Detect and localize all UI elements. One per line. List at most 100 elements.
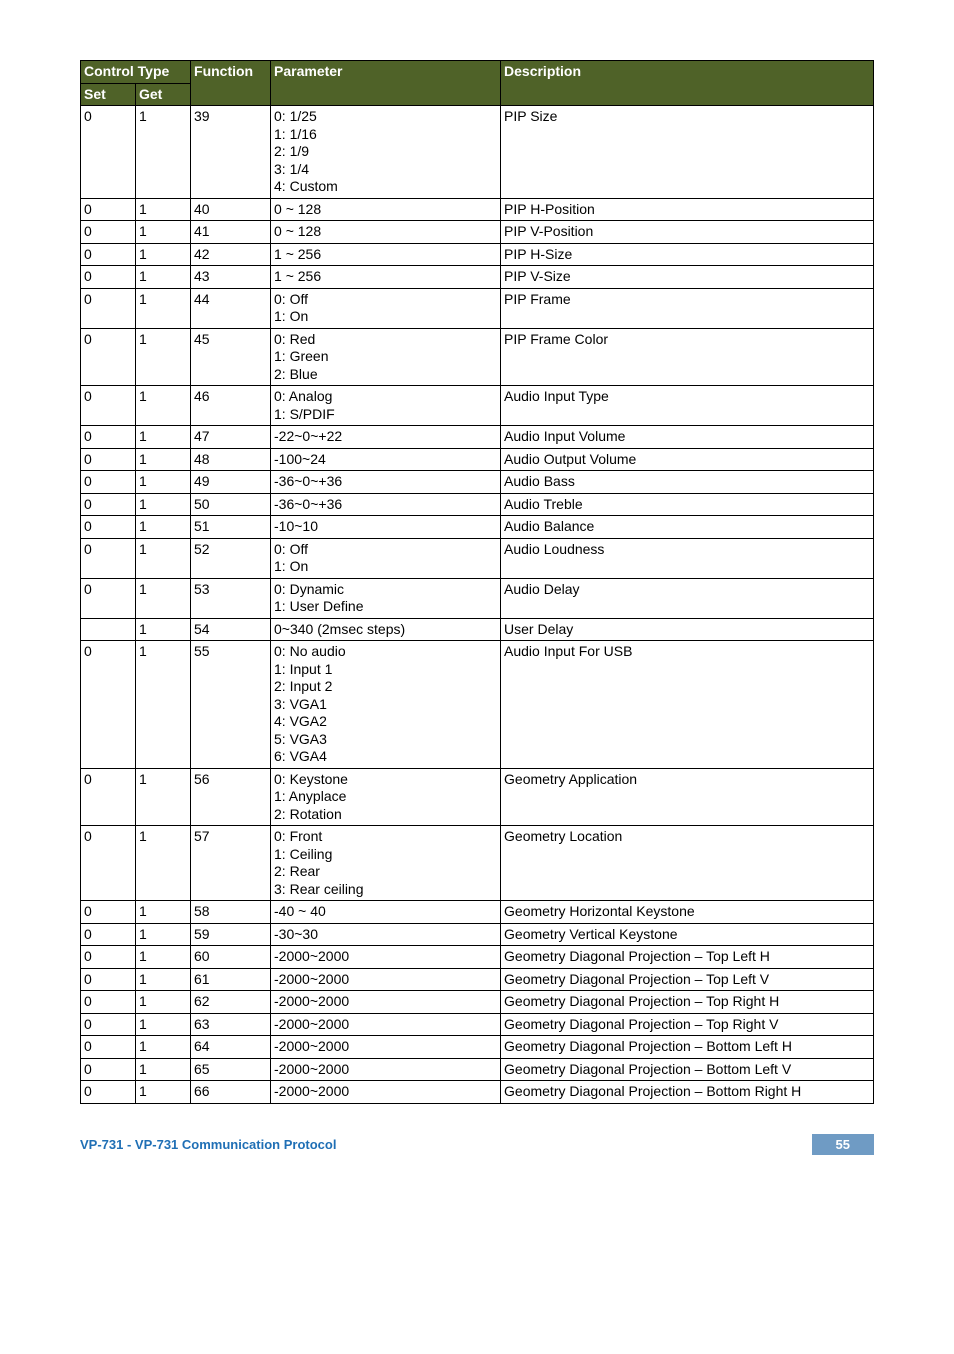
table-row: 01400 ~ 128PIP H-Position: [81, 198, 874, 221]
cell-desc: Geometry Vertical Keystone: [501, 923, 874, 946]
cell-get: 1: [136, 538, 191, 578]
cell-get: 1: [136, 618, 191, 641]
cell-get: 1: [136, 288, 191, 328]
table-row: 1540~340 (2msec steps)User Delay: [81, 618, 874, 641]
cell-param: 0: Off 1: On: [271, 288, 501, 328]
cell-get: 1: [136, 1013, 191, 1036]
cell-set: 0: [81, 1013, 136, 1036]
cell-param: 0 ~ 128: [271, 198, 501, 221]
cell-set: 0: [81, 448, 136, 471]
table-row: 0160-2000~2000Geometry Diagonal Projecti…: [81, 946, 874, 969]
cell-set: 0: [81, 386, 136, 426]
cell-get: 1: [136, 516, 191, 539]
cell-get: 1: [136, 641, 191, 769]
table-row: 01440: Off 1: OnPIP Frame: [81, 288, 874, 328]
protocol-table: Control Type Function Parameter Descript…: [80, 60, 874, 1104]
th-get: Get: [136, 83, 191, 106]
cell-set: 0: [81, 946, 136, 969]
cell-set: 0: [81, 826, 136, 901]
cell-desc: Audio Treble: [501, 493, 874, 516]
cell-get: 1: [136, 328, 191, 386]
cell-get: 1: [136, 901, 191, 924]
cell-param: 0: Keystone 1: Anyplace 2: Rotation: [271, 768, 501, 826]
cell-desc: Geometry Diagonal Projection – Bottom Le…: [501, 1036, 874, 1059]
table-row: 01560: Keystone 1: Anyplace 2: RotationG…: [81, 768, 874, 826]
cell-get: 1: [136, 266, 191, 289]
cell-get: 1: [136, 221, 191, 244]
cell-set: 0: [81, 991, 136, 1014]
cell-func: 49: [191, 471, 271, 494]
cell-get: 1: [136, 991, 191, 1014]
cell-param: -2000~2000: [271, 946, 501, 969]
cell-param: 0: No audio 1: Input 1 2: Input 2 3: VGA…: [271, 641, 501, 769]
cell-set: [81, 618, 136, 641]
cell-get: 1: [136, 923, 191, 946]
table-row: 0149-36~0~+36Audio Bass: [81, 471, 874, 494]
table-row: 01410 ~ 128PIP V-Position: [81, 221, 874, 244]
cell-get: 1: [136, 386, 191, 426]
cell-set: 0: [81, 1036, 136, 1059]
table-row: 0151-10~10Audio Balance: [81, 516, 874, 539]
cell-func: 55: [191, 641, 271, 769]
cell-set: 0: [81, 516, 136, 539]
cell-param: -2000~2000: [271, 991, 501, 1014]
cell-func: 65: [191, 1058, 271, 1081]
cell-desc: Audio Bass: [501, 471, 874, 494]
cell-param: -2000~2000: [271, 968, 501, 991]
cell-get: 1: [136, 578, 191, 618]
cell-param: -2000~2000: [271, 1036, 501, 1059]
cell-set: 0: [81, 968, 136, 991]
cell-set: 0: [81, 1058, 136, 1081]
cell-func: 40: [191, 198, 271, 221]
cell-desc: Geometry Diagonal Projection – Bottom Ri…: [501, 1081, 874, 1104]
cell-set: 0: [81, 578, 136, 618]
cell-func: 56: [191, 768, 271, 826]
cell-get: 1: [136, 1081, 191, 1104]
table-row: 0165-2000~2000Geometry Diagonal Projecti…: [81, 1058, 874, 1081]
cell-func: 44: [191, 288, 271, 328]
cell-param: 0: Red 1: Green 2: Blue: [271, 328, 501, 386]
th-description: Description: [501, 61, 874, 106]
cell-func: 39: [191, 106, 271, 199]
cell-set: 0: [81, 106, 136, 199]
cell-set: 0: [81, 198, 136, 221]
cell-set: 0: [81, 328, 136, 386]
cell-get: 1: [136, 493, 191, 516]
cell-param: 0~340 (2msec steps): [271, 618, 501, 641]
table-row: 01520: Off 1: OnAudio Loudness: [81, 538, 874, 578]
table-row: 0150-36~0~+36Audio Treble: [81, 493, 874, 516]
cell-get: 1: [136, 826, 191, 901]
table-row: 01450: Red 1: Green 2: BluePIP Frame Col…: [81, 328, 874, 386]
cell-func: 53: [191, 578, 271, 618]
cell-desc: Audio Output Volume: [501, 448, 874, 471]
cell-get: 1: [136, 471, 191, 494]
table-row: 0147-22~0~+22Audio Input Volume: [81, 426, 874, 449]
cell-func: 45: [191, 328, 271, 386]
cell-param: -2000~2000: [271, 1081, 501, 1104]
footer-title: VP-731 - VP-731 Communication Protocol: [80, 1137, 336, 1152]
cell-func: 51: [191, 516, 271, 539]
cell-get: 1: [136, 768, 191, 826]
cell-desc: PIP H-Position: [501, 198, 874, 221]
table-row: 0164-2000~2000Geometry Diagonal Projecti…: [81, 1036, 874, 1059]
cell-desc: Audio Balance: [501, 516, 874, 539]
cell-param: 0: Front 1: Ceiling 2: Rear 3: Rear ceil…: [271, 826, 501, 901]
cell-get: 1: [136, 426, 191, 449]
cell-get: 1: [136, 1058, 191, 1081]
cell-set: 0: [81, 923, 136, 946]
cell-get: 1: [136, 448, 191, 471]
th-function: Function: [191, 61, 271, 106]
table-row: 0166-2000~2000Geometry Diagonal Projecti…: [81, 1081, 874, 1104]
cell-set: 0: [81, 266, 136, 289]
th-parameter: Parameter: [271, 61, 501, 106]
cell-param: -2000~2000: [271, 1058, 501, 1081]
table-row: 01390: 1/25 1: 1/16 2: 1/9 3: 1/4 4: Cus…: [81, 106, 874, 199]
table-row: 01460: Analog 1: S/PDIFAudio Input Type: [81, 386, 874, 426]
cell-desc: Geometry Diagonal Projection – Top Right…: [501, 991, 874, 1014]
cell-set: 0: [81, 1081, 136, 1104]
table-row: 01550: No audio 1: Input 1 2: Input 2 3:…: [81, 641, 874, 769]
table-row: 01570: Front 1: Ceiling 2: Rear 3: Rear …: [81, 826, 874, 901]
cell-set: 0: [81, 471, 136, 494]
table-row: 0163-2000~2000Geometry Diagonal Projecti…: [81, 1013, 874, 1036]
table-row: 01530: Dynamic 1: User DefineAudio Delay: [81, 578, 874, 618]
